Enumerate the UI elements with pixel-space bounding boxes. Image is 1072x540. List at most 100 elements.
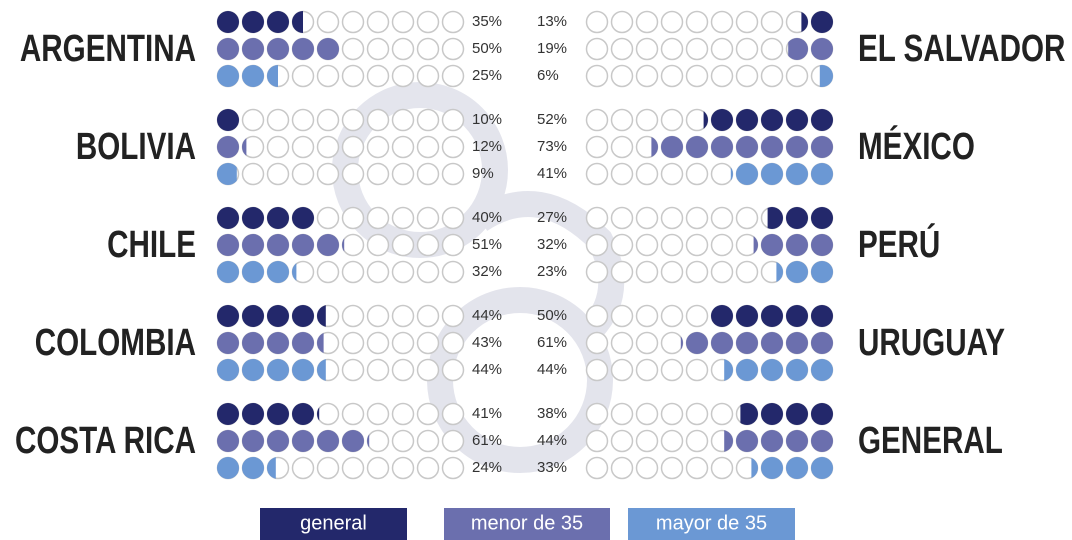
dot-outline <box>341 304 365 328</box>
value-label: 13% <box>537 13 567 30</box>
dot-fill <box>217 332 239 354</box>
dot-fill <box>786 207 808 229</box>
dot-fill <box>292 305 314 327</box>
dot-fill <box>217 207 239 229</box>
dot-outline <box>660 37 684 61</box>
country-label: COLOMBIA <box>35 322 196 364</box>
value-label: 25% <box>472 67 502 84</box>
dot-fill <box>651 136 658 158</box>
dot-fill <box>217 163 237 185</box>
country-label: PERÚ <box>858 224 940 266</box>
dot-fill <box>686 136 708 158</box>
dot-fill <box>661 136 683 158</box>
dot-outline <box>391 429 415 453</box>
dot-outline <box>416 358 440 382</box>
country-label: COSTA RICA <box>15 420 196 462</box>
country-label: MÉXICO <box>858 126 975 168</box>
dot-fill <box>811 457 833 479</box>
dot-outline <box>685 10 709 34</box>
dot-fill <box>267 305 289 327</box>
dot-outline <box>585 429 609 453</box>
dot-outline <box>441 206 465 230</box>
dot-fill <box>242 38 264 60</box>
dot-outline <box>416 162 440 186</box>
dot-fill <box>242 403 264 425</box>
dot-fill <box>736 109 758 131</box>
dot-fill <box>811 261 833 283</box>
value-label: 23% <box>537 263 567 280</box>
dot-fill <box>317 234 339 256</box>
value-label: 61% <box>537 334 567 351</box>
dot-outline <box>316 108 340 132</box>
dot-fill <box>811 359 833 381</box>
dot-outline <box>610 331 634 355</box>
dot-fill <box>786 403 808 425</box>
dot-outline <box>391 456 415 480</box>
dot-fill <box>317 332 324 354</box>
dot-outline <box>441 402 465 426</box>
dot-fill <box>761 332 783 354</box>
dot-outline <box>441 260 465 284</box>
dot-fill <box>776 261 783 283</box>
dot-outline <box>416 304 440 328</box>
dot-outline <box>441 331 465 355</box>
value-label: 38% <box>537 405 567 422</box>
dot-outline <box>610 304 634 328</box>
dot-outline <box>291 64 315 88</box>
dot-outline <box>391 304 415 328</box>
dot-outline <box>685 37 709 61</box>
value-label: 19% <box>537 40 567 57</box>
dot-outline <box>610 10 634 34</box>
dot-outline <box>341 402 365 426</box>
dot-fill <box>292 403 314 425</box>
dot-outline <box>366 358 390 382</box>
dot-outline <box>685 206 709 230</box>
dot-fill <box>267 403 289 425</box>
dot-outline <box>685 304 709 328</box>
dot-fill <box>267 261 289 283</box>
dot-fill <box>267 234 289 256</box>
value-label: 44% <box>472 361 502 378</box>
legend-swatch <box>444 508 610 540</box>
dot-outline <box>735 37 759 61</box>
value-label: 24% <box>472 459 502 476</box>
dot-outline <box>660 429 684 453</box>
dot-outline <box>710 37 734 61</box>
dot-outline <box>316 260 340 284</box>
dot-fill <box>292 263 297 281</box>
value-label: 10% <box>472 111 502 128</box>
dot-fill <box>242 261 264 283</box>
dot-fill <box>711 109 733 131</box>
dot-outline <box>241 108 265 132</box>
dot-outline <box>291 162 315 186</box>
dot-outline <box>441 304 465 328</box>
dot-outline <box>416 37 440 61</box>
dot-outline <box>441 233 465 257</box>
dot-outline <box>366 402 390 426</box>
dot-outline <box>391 64 415 88</box>
dot-outline <box>316 402 340 426</box>
value-label: 52% <box>537 111 567 128</box>
legend-label: general <box>300 512 367 534</box>
dot-outline <box>635 358 659 382</box>
dot-outline <box>341 37 365 61</box>
dot-outline <box>341 64 365 88</box>
dot-fill <box>267 430 289 452</box>
value-label: 32% <box>537 236 567 253</box>
dot-outline <box>341 260 365 284</box>
legend-label: mayor de 35 <box>656 512 767 534</box>
dot-outline <box>416 233 440 257</box>
dot-outline <box>366 108 390 132</box>
dot-fill <box>217 261 239 283</box>
dot-outline <box>341 108 365 132</box>
dot-fill <box>811 38 833 60</box>
dot-fill <box>801 11 808 33</box>
dot-outline <box>366 260 390 284</box>
dot-outline <box>316 162 340 186</box>
dot-fill <box>292 430 314 452</box>
dot-fill <box>217 457 239 479</box>
dot-outline <box>416 402 440 426</box>
dot-fill <box>740 403 758 425</box>
dot-outline <box>441 429 465 453</box>
dot-fill <box>761 305 783 327</box>
